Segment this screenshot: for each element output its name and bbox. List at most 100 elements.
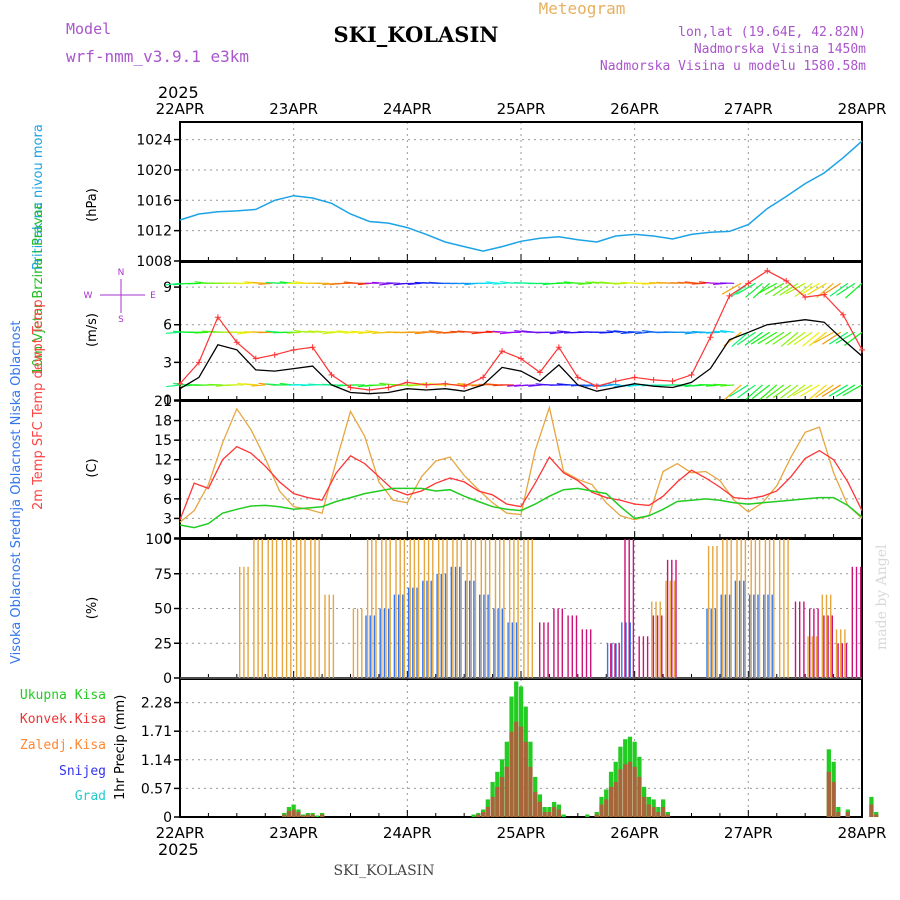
gust-marker [745, 280, 752, 287]
wind-barb [814, 331, 834, 344]
ytick-label-pressure: 1016 [136, 193, 172, 209]
ytick-label-wind: 0 [163, 393, 172, 409]
precip-bar-convective [547, 812, 552, 817]
wind-barb [578, 282, 593, 285]
wind-barb [166, 282, 181, 286]
wind-barb [780, 331, 799, 347]
precip-bar-convective [523, 741, 528, 817]
wind-barb [786, 331, 806, 346]
day-label-top-22APR: 22APR [156, 100, 205, 118]
precip-bar-convective [282, 814, 287, 817]
legend-konvek: Konvek.Kisa [20, 712, 106, 727]
wind-barb [343, 331, 358, 334]
ytick-label-precipitation: 2.28 [141, 696, 172, 712]
dewpt-temp-line [179, 487, 863, 529]
credit-watermark: made by Angel [874, 544, 890, 650]
gust-marker [802, 294, 809, 301]
gust-marker [821, 291, 828, 298]
gust-marker [631, 374, 638, 381]
precip-bar-convective [651, 807, 656, 817]
wind-barb [507, 384, 522, 387]
ytick-label-clouds: 75 [154, 567, 172, 583]
precip-bar-convective [627, 761, 633, 817]
wind-barb [780, 384, 799, 399]
wind-barb [809, 384, 827, 400]
wind-barb [800, 282, 820, 296]
wind-compass: N S W E [84, 268, 157, 325]
precip-bar-convective [542, 812, 547, 817]
cloud-bars [238, 539, 862, 678]
panel-temperature: 0 3 6 9 12 15 18 21 [154, 394, 863, 547]
wind-barb [835, 384, 856, 397]
wind-barb [194, 331, 209, 334]
wind-barb [684, 331, 699, 335]
temp-2m-line [179, 445, 863, 520]
ytick-label-temperature: 21 [154, 394, 172, 410]
model-elevation: Nadmorska Visina u modelu 1580.58m [600, 59, 866, 74]
wind-barb [272, 282, 287, 284]
wind-barb [450, 330, 465, 333]
wind-barb [759, 384, 778, 400]
precip-bar-convective [646, 804, 651, 817]
gust-marker [461, 383, 468, 390]
day-label-bottom-27APR: 27APR [724, 824, 773, 842]
gust-marker [726, 292, 733, 299]
wind-barb [736, 282, 756, 295]
wind-barb [166, 384, 181, 388]
gust-marker [574, 374, 581, 381]
gust-marker [650, 376, 657, 383]
precip-bar-convective [495, 786, 500, 817]
wind-barb [828, 331, 849, 345]
wind-barb [815, 384, 834, 398]
product-title: Meteogram [539, 0, 626, 18]
precip-bar-convective [637, 776, 642, 817]
wind-barb [731, 331, 749, 348]
wind-barb [757, 282, 778, 295]
wind-barb [712, 383, 728, 386]
wind-barb [613, 282, 628, 285]
wind-barb [745, 384, 763, 400]
ytick-label-clouds: 100 [145, 532, 172, 548]
wind-barb [443, 331, 458, 334]
compass-north: N [118, 268, 125, 278]
pressure-title: Pritisak na nivou mora [31, 124, 46, 270]
gust-marker [214, 314, 221, 321]
wind-barb [251, 281, 266, 284]
precip-bar-convective [514, 721, 519, 817]
wind-barb [836, 282, 856, 296]
wind-barb [627, 331, 642, 333]
wind-barb [677, 281, 692, 284]
precip-bar-convective [305, 814, 310, 817]
gust-marker [840, 311, 847, 318]
precip-bar-convective [504, 766, 509, 817]
wind-barb [752, 282, 771, 299]
wind-barb [407, 282, 422, 285]
legend-grad: Grad [75, 789, 106, 804]
ytick-label-temperature: 12 [154, 453, 172, 469]
station-title: SKI_KOLASIN [334, 22, 499, 47]
wind-barb [357, 331, 372, 334]
wind-barb [828, 384, 849, 397]
wind-barb [779, 282, 799, 296]
gust-marker [442, 380, 449, 387]
precip-bar-convective [509, 731, 514, 817]
wind-barb [705, 282, 720, 284]
ytick-label-clouds: 25 [154, 636, 172, 652]
precip-bar-total [585, 814, 590, 817]
precip-bar-convective [608, 786, 614, 817]
wind-barb [802, 331, 820, 347]
precip-bar-convective [665, 814, 670, 817]
wind-barb [705, 384, 720, 387]
precip-bar-convective [613, 781, 618, 817]
ytick-label-temperature: 6 [163, 492, 172, 508]
wind-barb [821, 282, 842, 296]
gust-marker [423, 381, 430, 388]
gust-marker [499, 348, 506, 355]
wind-barb [807, 282, 827, 296]
ytick-label-precipitation: 0.57 [141, 781, 172, 797]
wind-barb [599, 331, 614, 334]
precip-bar-convective [869, 804, 874, 817]
temp-title: 2m Temp SFC Temp dewpt Temp [31, 299, 46, 510]
wind-barb [322, 282, 337, 286]
wind-barb [300, 330, 316, 333]
